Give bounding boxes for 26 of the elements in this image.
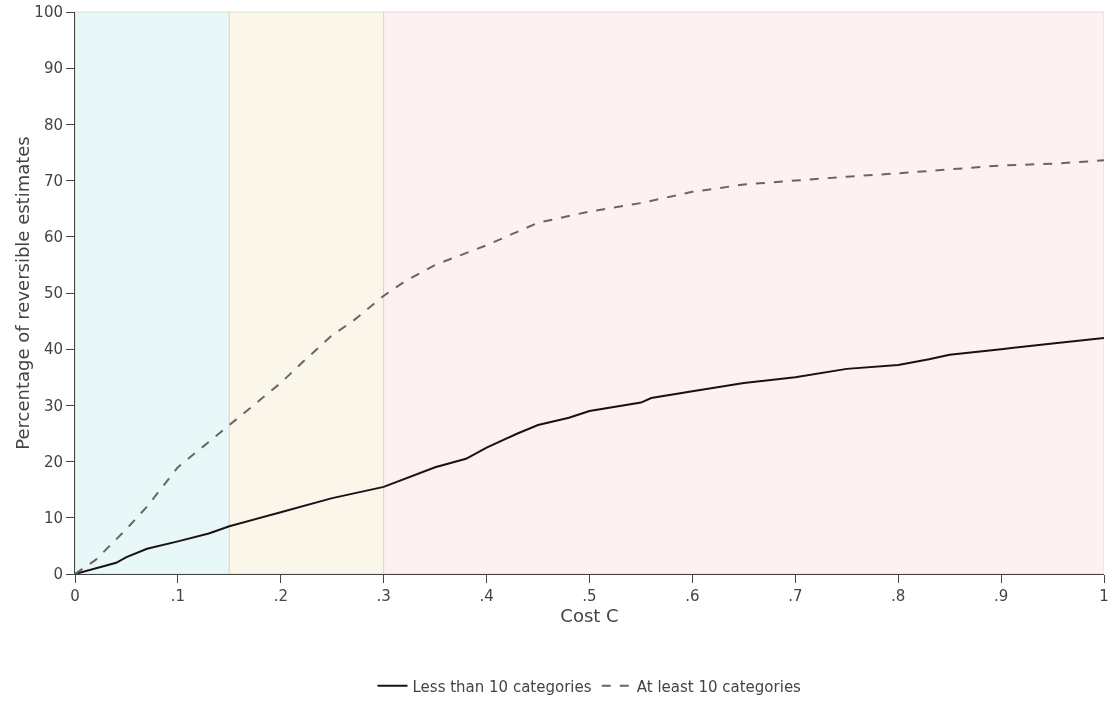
- y-tick-label: 20: [43, 452, 63, 471]
- x-tick-label: .7: [788, 587, 803, 605]
- x-tick-label: .1: [170, 587, 186, 605]
- y-tick-label: 80: [43, 115, 63, 134]
- x-tick-label: .8: [891, 587, 906, 605]
- y-tick-label: 50: [43, 284, 63, 303]
- y-tick-label: 30: [43, 396, 63, 415]
- y-tick-label: 10: [43, 509, 63, 528]
- y-tick-label: 40: [43, 340, 63, 359]
- legend-label: Less than 10 categories: [412, 677, 592, 696]
- y-tick-label: 60: [43, 228, 63, 247]
- x-axis-title: Cost C: [560, 605, 619, 626]
- x-tick-label: .3: [376, 587, 391, 605]
- x-tick-label: .5: [582, 587, 597, 605]
- y-tick-label: 90: [43, 59, 63, 78]
- x-tick-label: 0: [70, 587, 80, 605]
- y-tick-label: 100: [34, 3, 63, 22]
- y-axis-title: Percentage of reversible estimates: [12, 136, 33, 450]
- x-tick-label: .9: [993, 587, 1009, 605]
- y-tick-label: 0: [53, 565, 63, 584]
- x-tick-label: .4: [479, 587, 494, 605]
- x-tick-label: .2: [273, 587, 288, 605]
- x-tick-label: .6: [685, 587, 700, 605]
- x-tick-label: 1: [1099, 587, 1109, 605]
- legend-label: At least 10 categories: [636, 677, 802, 696]
- y-tick-label: 70: [43, 171, 63, 190]
